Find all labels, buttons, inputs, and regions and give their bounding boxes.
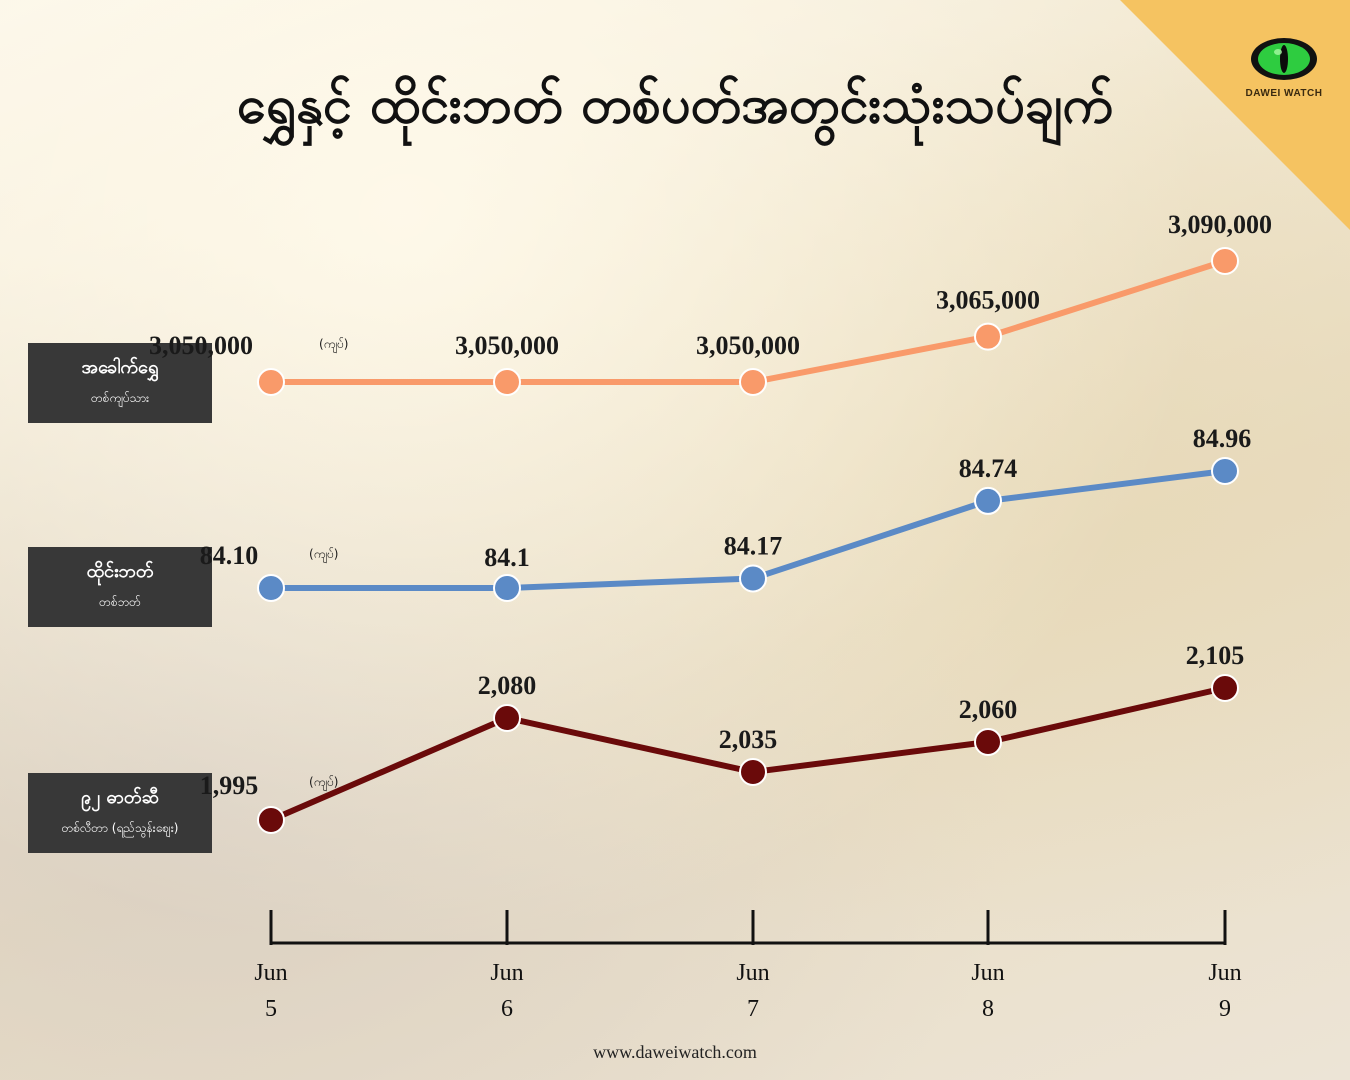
- unit-label-baht: (ကျပ်): [309, 546, 338, 564]
- series-line-fuel: [269, 685, 1226, 823]
- data-label-gold: 3,050,000: [455, 331, 559, 360]
- data-point-baht: [739, 564, 767, 593]
- data-point-gold: [493, 368, 521, 396]
- data-label-fuel: 2,060: [959, 695, 1018, 724]
- data-point-gold: [739, 368, 767, 396]
- x-tick-label-day: 9: [1219, 996, 1231, 1022]
- data-point-fuel: [493, 704, 521, 732]
- data-point-baht: [493, 574, 521, 602]
- x-tick-label-day: 6: [501, 996, 513, 1022]
- footer-url: www.daweiwatch.com: [593, 1042, 757, 1062]
- data-point-fuel: [739, 758, 767, 786]
- series-label-gold: အခေါက်ရွှေ တစ်ကျပ်သား: [28, 343, 212, 423]
- data-label-fuel: 2,080: [478, 671, 537, 700]
- x-tick-label-month: Jun: [490, 960, 523, 986]
- logo: DAWEI WATCH: [1236, 36, 1332, 99]
- logo-text: DAWEI WATCH: [1245, 88, 1323, 99]
- eye-icon: [1251, 38, 1317, 80]
- data-label-gold: 3,050,000: [149, 331, 253, 360]
- series-label-fuel-sub: တစ်လီတာ (ရည်သွန်းဈေး): [61, 821, 179, 835]
- data-point-gold: [257, 368, 285, 396]
- series-label-fuel: ၉၂ ဓာတ်ဆီ တစ်လီတာ (ရည်သွန်းဈေး): [28, 773, 212, 853]
- data-label-baht: 84.74: [959, 454, 1018, 483]
- data-label-baht: 84.1: [484, 543, 530, 572]
- page-title: ရွှေနှင့် ထိုင်းဘတ် တစ်ပတ်အတွင်းသုံးသပ်ခ…: [236, 75, 1114, 135]
- data-point-fuel: [257, 806, 285, 834]
- x-tick-label-day: 7: [747, 996, 759, 1022]
- x-tick-label-day: 8: [982, 996, 994, 1022]
- data-label-gold: 3,065,000: [936, 286, 1040, 315]
- series-label-gold-sub: တစ်ကျပ်သား: [90, 391, 150, 405]
- series-label-baht: ထိုင်းဘတ် တစ်ဘတ်: [28, 547, 212, 627]
- data-label-baht: 84.17: [724, 531, 783, 560]
- data-label-fuel: 2,105: [1186, 641, 1245, 670]
- x-tick-label-day: 5: [265, 996, 277, 1022]
- x-tick-label-month: Jun: [736, 960, 769, 986]
- series-label-gold-name: အခေါက်ရွှေ: [81, 357, 159, 378]
- data-label-gold: 3,090,000: [1168, 210, 1272, 239]
- data-point-fuel: [1211, 674, 1239, 702]
- unit-label-gold: (ကျပ်): [319, 336, 348, 354]
- data-label-baht: 84.96: [1193, 424, 1252, 453]
- series-label-baht-name: ထိုင်းဘတ်: [86, 561, 154, 582]
- data-point-gold: [1211, 247, 1239, 275]
- data-label-baht: 84.10: [200, 541, 259, 570]
- data-point-baht: [974, 486, 1002, 515]
- data-point-fuel: [974, 728, 1002, 756]
- data-label-fuel: 2,035: [719, 725, 778, 754]
- data-point-baht: [257, 574, 285, 602]
- corner-accent: [1120, 0, 1350, 230]
- series-label-fuel-name: ၉၂ ဓာတ်ဆီ: [81, 787, 159, 808]
- series-line-gold: [271, 258, 1226, 385]
- x-tick-label-month: Jun: [254, 960, 287, 986]
- x-tick-label-month: Jun: [1208, 960, 1241, 986]
- data-label-gold: 3,050,000: [696, 331, 800, 360]
- data-point-gold: [974, 322, 1002, 351]
- series-label-baht-sub: တစ်ဘတ်: [99, 595, 141, 609]
- data-point-baht: [1211, 457, 1239, 485]
- unit-label-fuel: (ကျပ်): [309, 774, 338, 792]
- data-label-fuel: 1,995: [200, 771, 259, 800]
- x-tick-label-month: Jun: [971, 960, 1004, 986]
